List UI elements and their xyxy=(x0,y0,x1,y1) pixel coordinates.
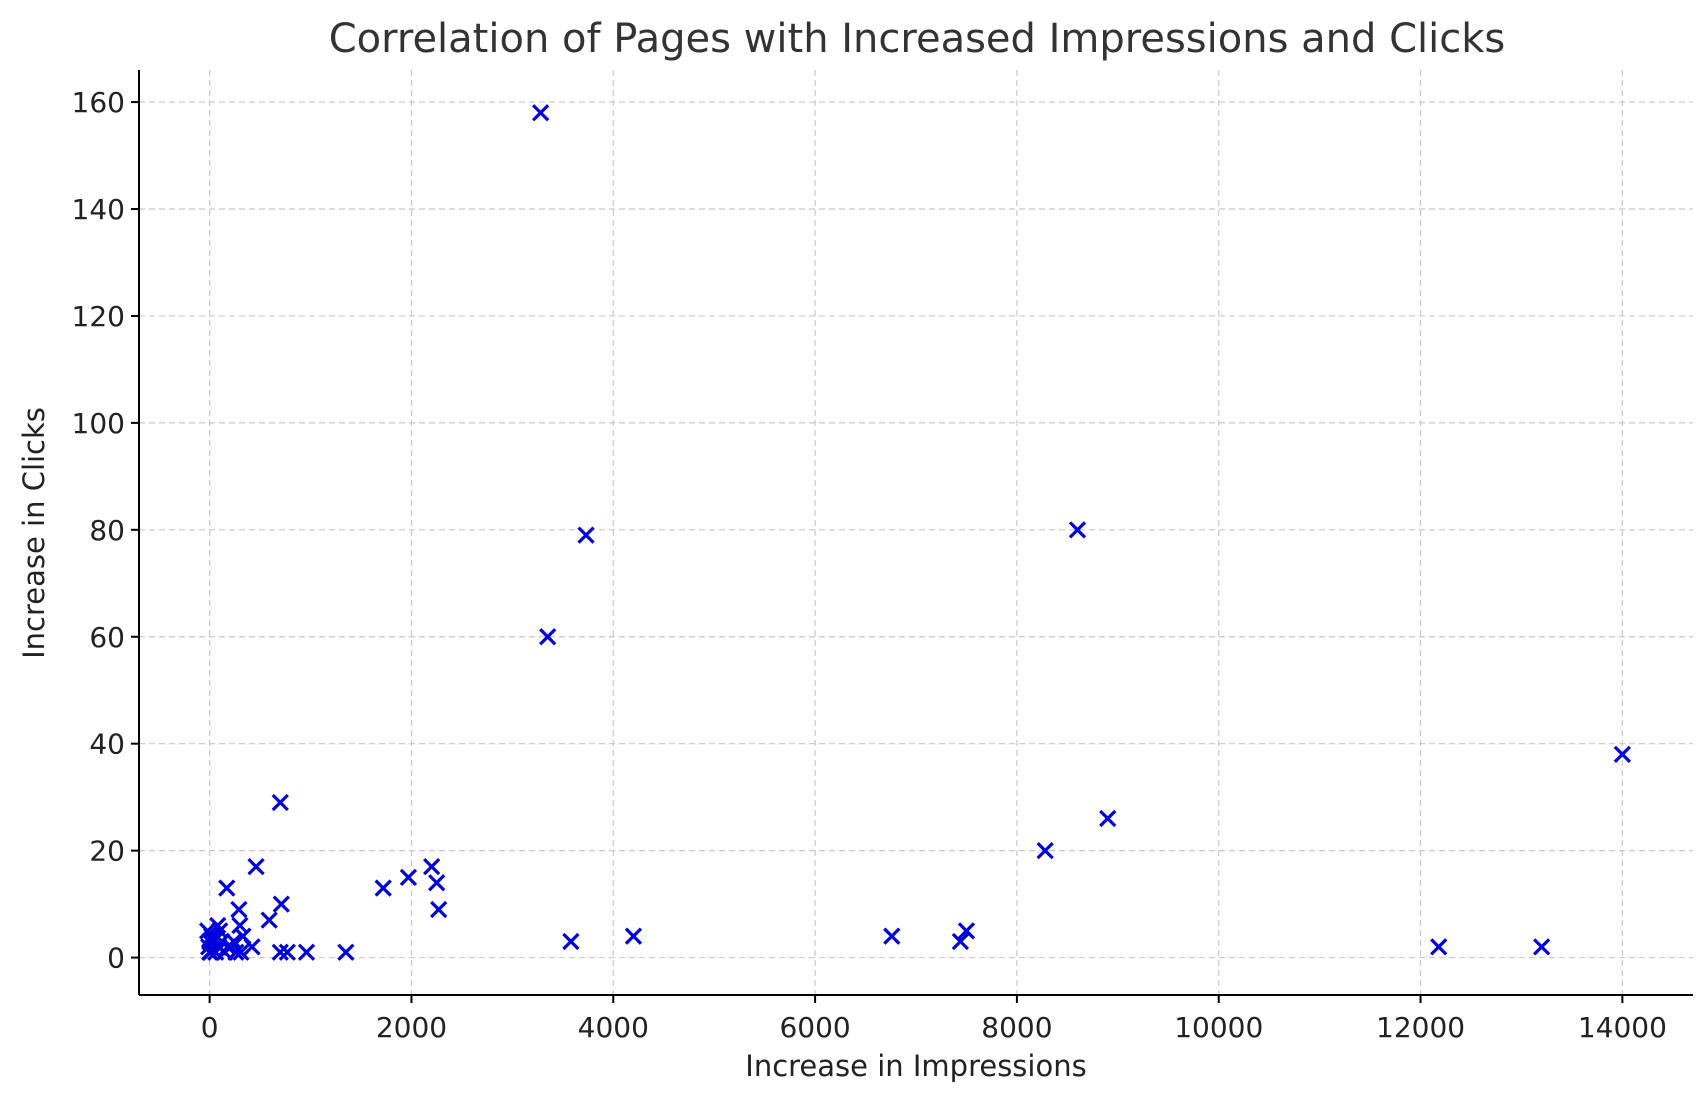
data-point xyxy=(225,932,243,951)
x-axis-label: Increase in Impressions xyxy=(745,1049,1086,1083)
y-tick-label: 80 xyxy=(89,514,125,547)
x-tick-label: 12000 xyxy=(1376,1011,1465,1044)
data-point xyxy=(1068,521,1087,539)
data-point xyxy=(199,938,218,956)
data-point xyxy=(337,943,355,961)
data-point xyxy=(1099,809,1117,828)
data-point xyxy=(428,874,446,892)
y-tick-label: 140 xyxy=(72,193,125,226)
data-point xyxy=(1613,745,1631,764)
data-point xyxy=(247,858,265,876)
y-tick-label: 100 xyxy=(72,407,125,440)
x-tick-label: 0 xyxy=(201,1011,219,1044)
data-point xyxy=(577,526,595,544)
data-points xyxy=(198,104,1631,961)
chart-title: Correlation of Pages with Increased Impr… xyxy=(329,16,1506,62)
data-point xyxy=(531,104,550,122)
data-point xyxy=(374,879,392,897)
x-tick-label: 6000 xyxy=(779,1011,850,1044)
data-point xyxy=(209,916,227,935)
data-point xyxy=(430,900,448,919)
data-point xyxy=(562,932,580,951)
x-tick-label: 14000 xyxy=(1578,1011,1667,1044)
y-tick-label: 60 xyxy=(89,621,125,654)
data-point xyxy=(271,943,289,961)
data-point xyxy=(951,932,970,951)
data-point xyxy=(218,879,236,897)
grid xyxy=(139,70,1693,995)
x-tick-label: 8000 xyxy=(981,1011,1052,1044)
y-tick-label: 0 xyxy=(107,942,125,975)
data-point xyxy=(272,895,290,913)
data-point xyxy=(624,927,643,945)
data-point xyxy=(539,628,557,646)
y-tick-label: 20 xyxy=(89,835,125,868)
data-point xyxy=(232,943,250,961)
data-point xyxy=(1430,938,1448,956)
data-point xyxy=(399,868,418,887)
data-point xyxy=(230,900,248,919)
data-point xyxy=(957,922,976,940)
axis-ticks: 0 2000 4000 6000 8000 10000 12000 14000 0 20 40 60 8… xyxy=(72,86,1667,1044)
y-tick-label: 160 xyxy=(72,86,125,119)
data-point xyxy=(231,916,249,935)
data-point xyxy=(278,943,296,961)
y-tick-label: 120 xyxy=(72,300,125,333)
y-axis-label: Increase in Clicks xyxy=(17,407,51,659)
x-tick-label: 2000 xyxy=(376,1011,447,1044)
data-point xyxy=(883,927,901,945)
x-tick-label: 10000 xyxy=(1174,1011,1263,1044)
data-point xyxy=(260,911,278,929)
data-point xyxy=(201,943,219,961)
y-tick-label: 40 xyxy=(89,728,125,761)
x-tick-label: 4000 xyxy=(578,1011,649,1044)
data-point xyxy=(1036,842,1054,860)
data-point xyxy=(297,943,316,961)
data-point xyxy=(271,793,289,812)
data-point xyxy=(423,858,441,876)
data-point xyxy=(1533,938,1551,956)
